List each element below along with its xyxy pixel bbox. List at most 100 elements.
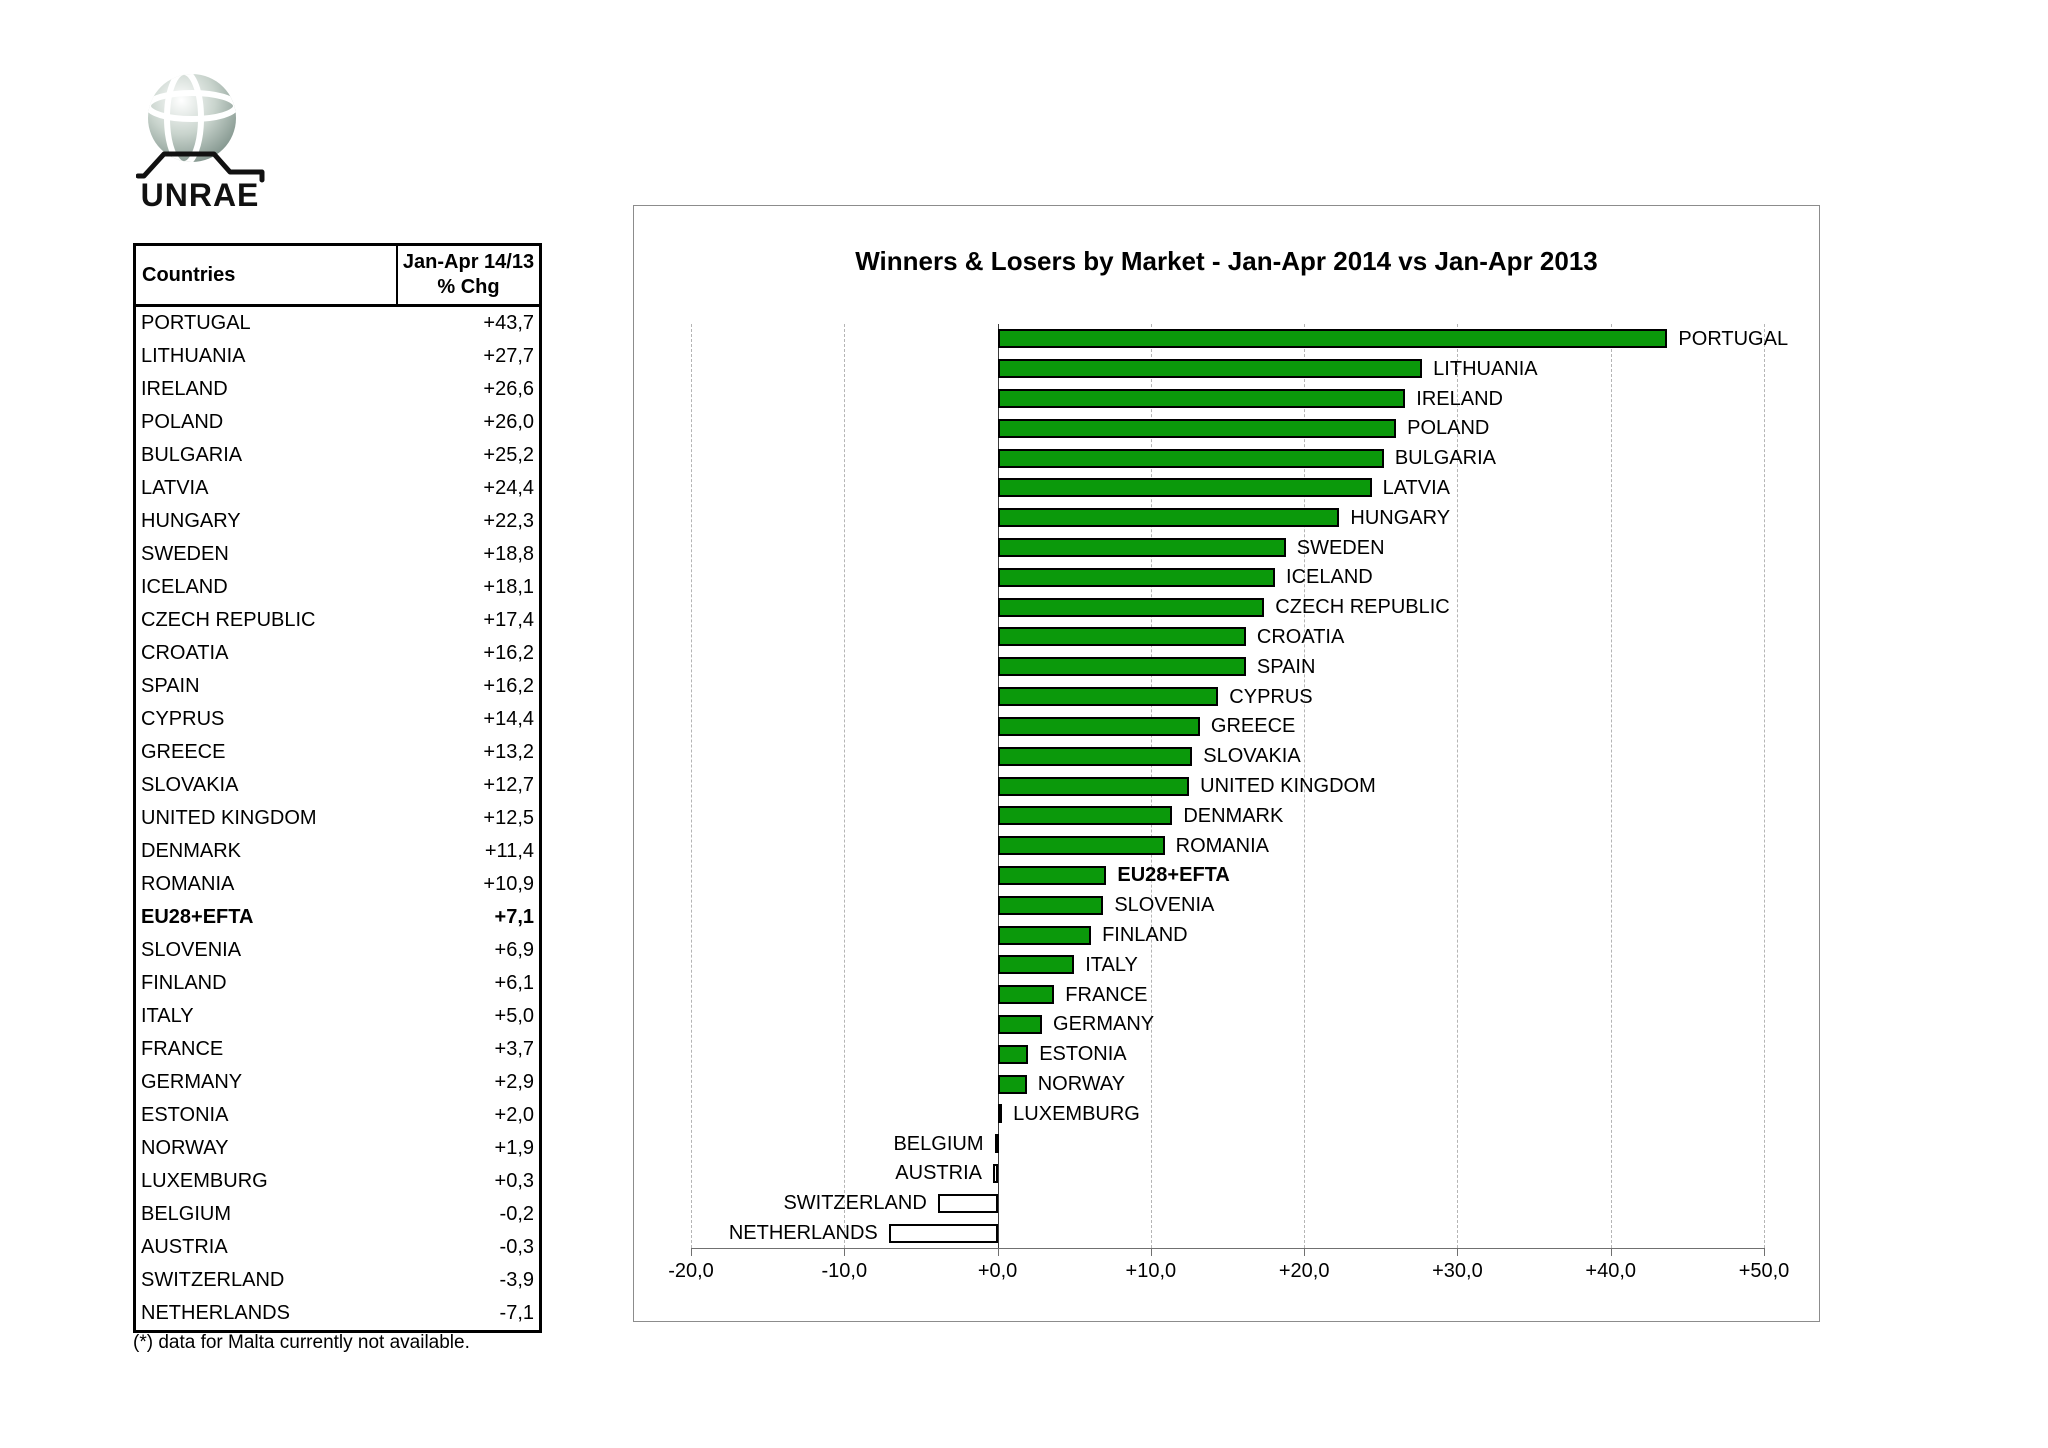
bar-label-lithuania: LITHUANIA: [1433, 357, 1538, 380]
header-countries: Countries: [134, 244, 398, 307]
country-cell: SLOVENIA: [141, 939, 242, 961]
x-tick-mark: [1764, 1248, 1765, 1256]
logo-wordmark: UNRAE: [141, 177, 260, 213]
country-cell: CROATIA: [141, 642, 229, 664]
table-row-portugal: PORTUGAL +43,7: [135, 306, 541, 341]
unrae-logo: UNRAE: [135, 68, 266, 213]
bar-label-germany: GERMANY: [1053, 1013, 1155, 1036]
value-cell: +10,9: [483, 873, 534, 895]
gridline: [1764, 324, 1765, 1248]
value-cell: +26,0: [483, 411, 534, 433]
table-row-denmark: DENMARK +11,4: [135, 835, 541, 868]
bar-label-bulgaria: BULGARIA: [1394, 447, 1496, 470]
table-row-finland: FINLAND +6,1: [135, 967, 541, 1000]
country-table: Countries Jan-Apr 14/13 % Chg PORTUGAL +4…: [133, 243, 542, 1333]
country-cell: UNITED KINGDOM: [141, 807, 317, 829]
header-pct-chg: Jan-Apr 14/13 % Chg: [397, 244, 541, 307]
table-row-austria: AUSTRIA -0,3: [135, 1231, 541, 1264]
value-cell: +18,8: [483, 543, 534, 565]
bar-eu28-efta: [997, 865, 1107, 885]
country-cell: LATVIA: [141, 477, 209, 499]
bar-sweden: [997, 538, 1286, 558]
x-tick-mark: [691, 1248, 692, 1256]
country-cell: LUXEMBURG: [141, 1170, 268, 1192]
table-row-italy: ITALY +5,0: [135, 1000, 541, 1033]
table-row-ireland: IRELAND +26,6: [135, 373, 541, 406]
bar-hungary: [997, 508, 1340, 528]
value-cell: +1,9: [494, 1137, 534, 1159]
table-row-luxemburg: LUXEMBURG +0,3: [135, 1165, 541, 1198]
value-cell: +6,1: [494, 972, 534, 994]
bar-label-switzerland: SWITZERLAND: [783, 1192, 927, 1215]
bar-portugal: [997, 329, 1668, 349]
country-cell: LITHUANIA: [141, 345, 246, 367]
bar-netherlands: [888, 1223, 998, 1243]
bar-germany: [997, 1014, 1042, 1034]
table-row-latvia: LATVIA +24,4: [135, 472, 541, 505]
country-cell: BELGIUM: [141, 1203, 232, 1225]
car-silhouette-line: [135, 151, 265, 183]
bar-romania: [997, 836, 1165, 856]
country-cell: HUNGARY: [141, 510, 241, 532]
table-row-lithuania: LITHUANIA +27,7: [135, 340, 541, 373]
table-row-belgium: BELGIUM -0,2: [135, 1198, 541, 1231]
bar-label-poland: POLAND: [1407, 417, 1490, 440]
country-cell: GREECE: [141, 741, 226, 763]
country-cell: ROMANIA: [141, 873, 235, 895]
table-row-greece: GREECE +13,2: [135, 736, 541, 769]
country-cell: POLAND: [141, 411, 224, 433]
bar-switzerland: [937, 1193, 998, 1213]
bar-label-eu28-efta: EU28+EFTA: [1117, 864, 1230, 887]
table-row-norway: NORWAY +1,9: [135, 1132, 541, 1165]
bar-label-united-kingdom: UNITED KINGDOM: [1200, 775, 1376, 797]
value-cell: +3,7: [494, 1038, 534, 1060]
x-tick-mark: [1304, 1248, 1306, 1256]
x-tick-label: -20,0: [668, 1260, 714, 1282]
bar-label-austria: AUSTRIA: [895, 1162, 982, 1185]
x-tick-label: +20,0: [1278, 1260, 1330, 1282]
country-cell: DENMARK: [141, 840, 242, 862]
bar-latvia: [997, 478, 1372, 498]
country-cell: CZECH REPUBLIC: [141, 609, 316, 631]
value-cell: +5,0: [494, 1005, 534, 1027]
table-row-estonia: ESTONIA +2,0: [135, 1099, 541, 1132]
bar-label-belgium: BELGIUM: [893, 1132, 984, 1155]
bar-finland: [997, 925, 1092, 945]
x-tick-label: +10,0: [1125, 1260, 1177, 1282]
table-row-czech-republic: CZECH REPUBLIC +17,4: [135, 604, 541, 637]
malta-footnote: (*) data for Malta currently not availab…: [133, 1332, 470, 1353]
x-tick-mark: [844, 1248, 846, 1256]
country-cell: SWEDEN: [141, 543, 229, 565]
table-header-row: Countries Jan-Apr 14/13 % Chg: [134, 244, 541, 307]
bar-france: [997, 985, 1055, 1005]
value-cell: +2,9: [494, 1071, 534, 1093]
gridline: [691, 324, 692, 1248]
country-cell: SPAIN: [141, 675, 200, 697]
country-cell: SWITZERLAND: [141, 1269, 285, 1291]
x-tick-mark: [1150, 1248, 1152, 1256]
table-row-switzerland: SWITZERLAND -3,9: [135, 1264, 541, 1297]
bar-label-slovenia: SLOVENIA: [1114, 894, 1215, 917]
bar-denmark: [997, 806, 1173, 826]
value-cell: +12,7: [483, 774, 534, 796]
bar-slovenia: [997, 895, 1104, 915]
chart-frame: Winners & Losers by Market - Jan-Apr 201…: [633, 205, 1820, 1322]
x-tick-label: -10,0: [821, 1260, 868, 1282]
value-cell: -0,3: [499, 1236, 534, 1258]
value-cell: +6,9: [494, 939, 534, 961]
bar-label-romania: ROMANIA: [1175, 834, 1269, 857]
value-cell: +0,3: [494, 1170, 534, 1192]
value-cell: +16,2: [483, 675, 534, 697]
value-cell: +18,1: [483, 576, 534, 598]
bar-czech-republic: [997, 597, 1265, 617]
bar-lithuania: [997, 359, 1423, 379]
x-tick-label: +50,0: [1738, 1260, 1790, 1282]
x-tick-mark: [1610, 1248, 1612, 1256]
value-cell: +26,6: [483, 378, 534, 400]
value-cell: +27,7: [483, 345, 534, 367]
value-cell: +43,7: [483, 312, 534, 334]
table-row-croatia: CROATIA +16,2: [135, 637, 541, 670]
value-cell: +22,3: [483, 510, 534, 532]
bar-iceland: [997, 567, 1275, 587]
value-cell: +25,2: [483, 444, 534, 466]
